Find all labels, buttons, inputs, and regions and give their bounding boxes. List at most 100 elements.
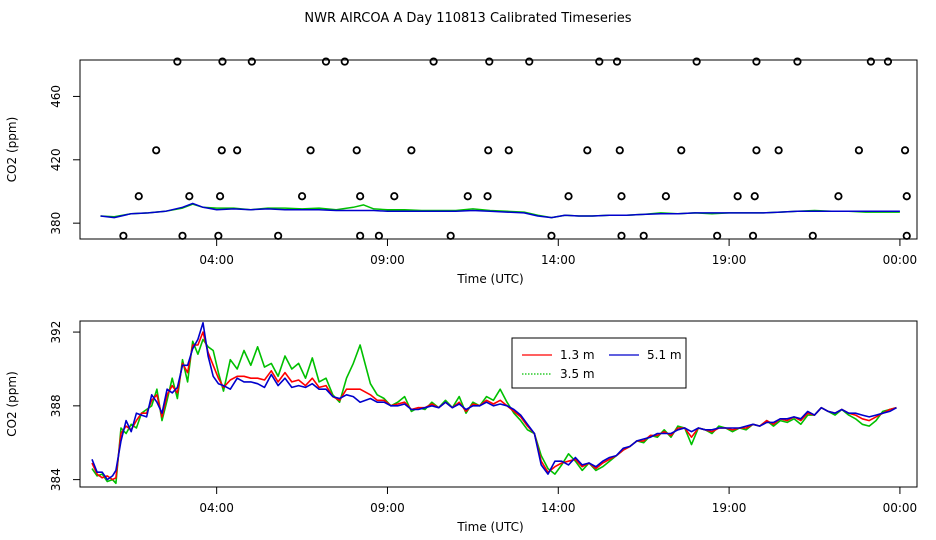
data-point [504, 146, 513, 155]
bottom-panel: 04:00 09:00 14:00 19:00 00:00 384 388 392 Time… [5, 320, 918, 534]
x-tick-label: 09:00 [370, 501, 405, 515]
data-point [407, 146, 416, 155]
data-point [854, 146, 864, 155]
data-point [808, 231, 817, 240]
data-point [247, 57, 256, 66]
top-lines-layer [100, 202, 900, 219]
series-line-1 [100, 202, 900, 219]
series-line-5-1-m [91, 322, 897, 481]
data-point [352, 146, 361, 155]
legend-box [511, 337, 687, 389]
data-point [750, 192, 759, 201]
x-tick-label: 19:00 [712, 253, 747, 267]
data-point [661, 192, 671, 201]
data-point [615, 146, 624, 155]
x-tick-label: 00:00 [883, 501, 918, 515]
data-point [713, 231, 722, 240]
data-point [185, 192, 194, 201]
data-point [297, 192, 307, 201]
bottom-plot-frame [79, 320, 918, 488]
top-panel: 04:00 09:00 14:00 19:00 00:00 380 420 460 Time… [5, 57, 918, 286]
data-point [677, 146, 686, 155]
top-plot-frame [79, 59, 918, 240]
y-tick-label: 380 [49, 212, 63, 235]
bottom-lines-layer [91, 322, 897, 485]
bottom-y-axis: 384 388 392 [49, 321, 80, 491]
data-point [173, 57, 182, 66]
data-point [152, 146, 161, 155]
data-point [233, 146, 242, 155]
series-line-3-5-m [91, 338, 897, 485]
chart-title: NWR AIRCOA A Day 110813 Calibrated Times… [304, 11, 631, 26]
bottom-x-axis-label: Time (UTC) [456, 520, 523, 534]
data-point [374, 231, 384, 240]
data-point [485, 57, 494, 66]
top-points-layer [119, 57, 911, 240]
data-point [483, 192, 492, 201]
y-tick-label: 388 [49, 394, 63, 417]
data-point [733, 192, 742, 201]
data-point [902, 192, 911, 201]
x-tick-label: 09:00 [370, 253, 405, 267]
data-point [834, 192, 843, 201]
data-point [793, 57, 802, 66]
data-point [484, 146, 493, 155]
data-point [134, 192, 143, 201]
top-x-axis-label: Time (UTC) [456, 272, 523, 286]
data-point [752, 57, 761, 66]
data-point [321, 57, 331, 66]
data-point [617, 231, 626, 240]
data-point [774, 146, 783, 155]
data-point [900, 146, 910, 155]
data-point [119, 231, 128, 240]
legend-label: 1.3 m [560, 348, 595, 362]
series-line-0 [100, 203, 900, 219]
x-tick-label: 04:00 [199, 501, 234, 515]
top-y-axis-label: CO2 (ppm) [5, 117, 19, 183]
x-tick-label: 19:00 [712, 501, 747, 515]
data-point [752, 146, 761, 155]
data-point [390, 192, 399, 201]
data-point [463, 192, 472, 201]
x-tick-label: 14:00 [541, 501, 576, 515]
bottom-x-axis: 04:00 09:00 14:00 19:00 00:00 [199, 487, 917, 515]
legend: 1.3 m 5.1 m 3.5 m [511, 337, 687, 389]
data-point [883, 57, 893, 66]
data-point [446, 231, 455, 240]
data-point [217, 146, 226, 155]
data-point [525, 57, 534, 66]
data-point [692, 57, 701, 66]
data-point [564, 192, 573, 201]
data-point [356, 192, 365, 201]
data-point [748, 231, 758, 240]
bottom-y-axis-label: CO2 (ppm) [5, 371, 19, 437]
x-tick-label: 14:00 [541, 253, 576, 267]
y-tick-label: 420 [49, 148, 63, 171]
y-tick-label: 384 [49, 468, 63, 491]
data-point [306, 146, 315, 155]
data-point [866, 57, 875, 66]
top-x-axis: 04:00 09:00 14:00 19:00 00:00 [199, 239, 917, 267]
data-point [215, 192, 225, 201]
legend-label: 5.1 m [647, 348, 682, 362]
data-point [902, 231, 911, 240]
y-tick-label: 460 [49, 85, 63, 108]
data-point [429, 57, 438, 66]
data-point [178, 231, 187, 240]
y-tick-label: 392 [49, 321, 63, 344]
top-y-axis: 380 420 460 [49, 85, 80, 235]
data-point [617, 192, 626, 201]
x-tick-label: 00:00 [883, 253, 918, 267]
data-point [340, 57, 349, 66]
data-point [612, 57, 622, 66]
data-point [356, 231, 365, 240]
data-point [547, 231, 556, 240]
data-point [274, 231, 283, 240]
data-point [214, 231, 223, 240]
data-point [595, 57, 604, 66]
data-point [218, 57, 227, 66]
legend-label: 3.5 m [560, 367, 595, 381]
data-point [583, 146, 592, 155]
data-point [639, 231, 648, 240]
